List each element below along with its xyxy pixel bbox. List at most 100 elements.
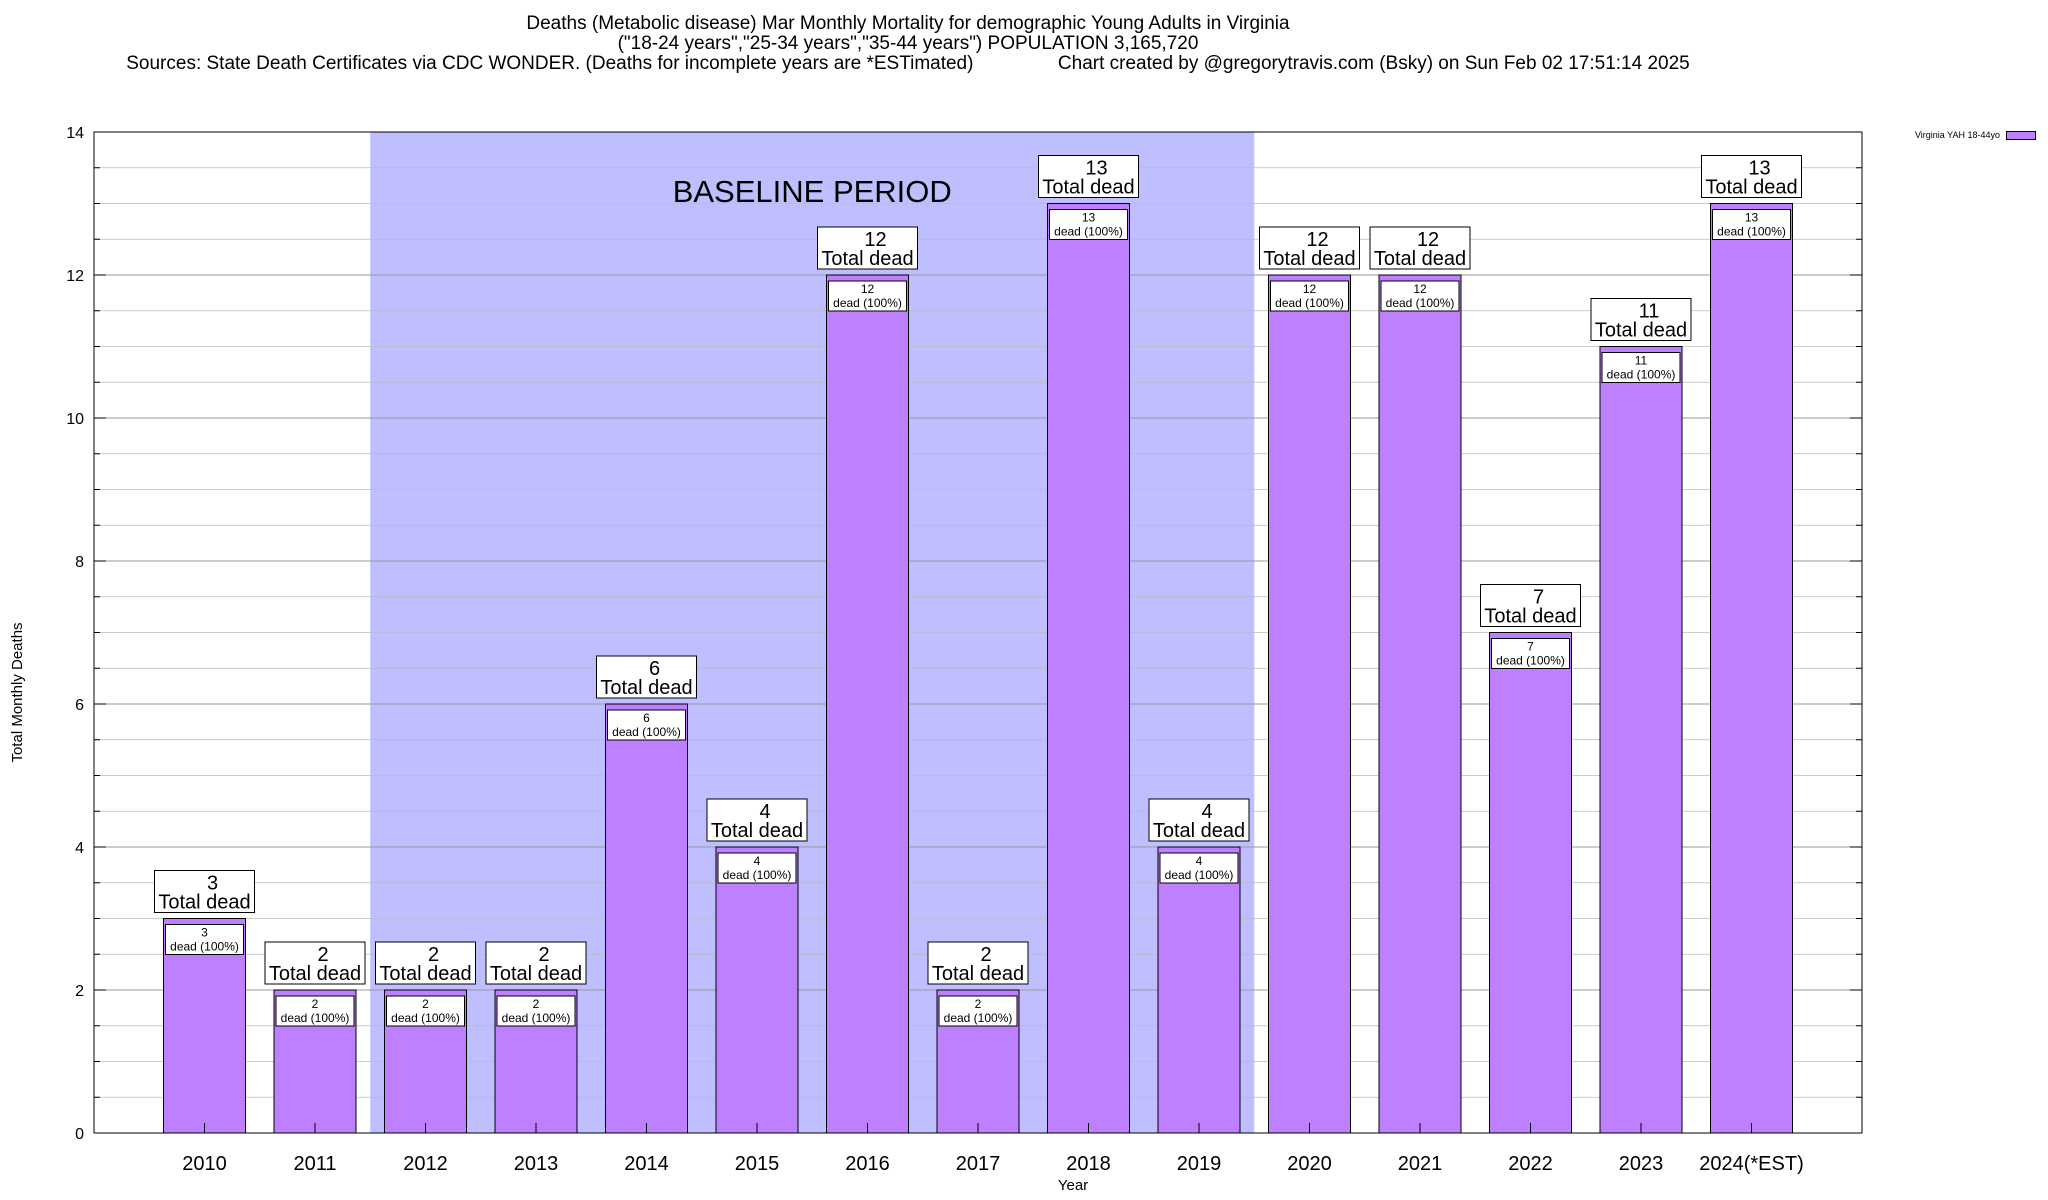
bar-total-count: 2 [317, 944, 328, 966]
bar-inner-label-box [386, 995, 465, 1027]
x-tick-label: 2010 [182, 1153, 227, 1175]
bar-total-count: 4 [759, 801, 770, 823]
y-tick-label: 10 [66, 411, 84, 428]
bar-total-label-box [1590, 298, 1692, 341]
y-tick-label: 6 [75, 697, 84, 714]
bar-total-label: Total dead [158, 892, 250, 914]
bar-inner-label: dead (100%) [281, 1011, 350, 1025]
bar-inner-count: 11 [1635, 354, 1648, 368]
bar-inner-count: 13 [1082, 211, 1096, 225]
bar-inner-count: 2 [533, 997, 540, 1011]
bar-inner-label-box [1380, 280, 1460, 312]
x-tick-label: 2024(*EST) [1699, 1153, 1804, 1175]
bar-inner-label-box [717, 852, 797, 884]
bar-total-label-box [1369, 226, 1471, 270]
bar-inner-label: dead (100%) [833, 296, 902, 310]
chart-title: Deaths (Metabolic disease) Mar Monthly M… [526, 13, 1290, 34]
bar-inner-label-box [165, 924, 244, 955]
x-tick-label: 2016 [845, 1153, 890, 1175]
x-tick-label: 2013 [514, 1153, 559, 1175]
bar [1599, 346, 1683, 1134]
bar-inner-label: dead (100%) [944, 1011, 1013, 1025]
bar-total-label-box [1148, 798, 1250, 842]
bar-total-label: Total dead [1484, 606, 1576, 628]
x-tick-label: 2017 [956, 1153, 1001, 1175]
legend-swatch [2006, 130, 2036, 140]
y-tick-label: 4 [75, 840, 84, 857]
bar-inner-label-box [938, 995, 1018, 1027]
y-tick-label: 14 [66, 125, 84, 142]
bar-total-label: Total dead [1595, 320, 1687, 342]
chart-subtitle: ("18-24 years","25-34 years","35-44 year… [617, 33, 1199, 54]
bar-total-label-box [817, 226, 918, 270]
bar-inner-label-box [496, 995, 576, 1027]
x-tick-label: 2014 [624, 1153, 669, 1175]
bar-inner-label: dead (100%) [1275, 296, 1344, 310]
bar-inner-label-box [1712, 209, 1791, 240]
bar-inner-count: 12 [1413, 282, 1427, 296]
bar-total-label: Total dead [1042, 177, 1134, 199]
bar-total-label: Total dead [1263, 248, 1355, 270]
bar-inner-label: dead (100%) [1386, 296, 1455, 310]
bar-total-label: Total dead [269, 963, 361, 985]
bar-inner-label-box [1049, 209, 1128, 240]
bar-total-label: Total dead [1153, 820, 1245, 842]
bar-total-count: 12 [1306, 229, 1328, 251]
bar [1378, 274, 1462, 1134]
bar-total-label: Total dead [932, 963, 1024, 985]
bar-inner-label-box [828, 280, 907, 312]
x-tick-label: 2023 [1619, 1153, 1664, 1175]
bar-inner-label: dead (100%) [723, 868, 792, 882]
bar-total-count: 11 [1639, 301, 1660, 323]
y-tick-label: 2 [75, 983, 84, 1000]
bar-inner-label: dead (100%) [502, 1011, 571, 1025]
bar-inner-count: 4 [1196, 854, 1203, 868]
x-tick-label: 2020 [1287, 1153, 1332, 1175]
bar-total-count: 6 [649, 658, 660, 680]
bar-inner-label: dead (100%) [1496, 654, 1565, 668]
bar-inner-label: dead (100%) [1717, 225, 1786, 239]
bar-total-count: 12 [1417, 229, 1439, 251]
bar-total-label-box [375, 941, 476, 985]
bar-inner-label-box [607, 709, 686, 741]
bar-total-label: Total dead [1374, 248, 1466, 270]
chart-legend: Virginia YAH 18-44yo [1915, 130, 2036, 140]
bar-inner-count: 2 [422, 997, 429, 1011]
bar-inner-label-box [1159, 852, 1239, 884]
bar-total-label-box [485, 941, 587, 985]
bar-total-label: Total dead [490, 963, 582, 985]
bar-inner-label: dead (100%) [1607, 368, 1676, 382]
bar-total-label: Total dead [379, 963, 471, 985]
x-tick-label: 2022 [1508, 1153, 1553, 1175]
bar-total-label-box [927, 941, 1029, 985]
bar [715, 846, 799, 1134]
bar-inner-label-box [1601, 352, 1681, 383]
legend-label: Virginia YAH 18-44yo [1914, 130, 2000, 140]
bar-inner-label-box [275, 995, 355, 1027]
x-tick-label: 2018 [1066, 1153, 1111, 1175]
chart-source-line: Sources: State Death Certificates via CD… [126, 53, 1690, 74]
chart-title-block: Deaths (Metabolic disease) Mar Monthly M… [0, 14, 1816, 74]
bar-total-label-box [264, 941, 366, 985]
x-axis-label: Year [1058, 1177, 1088, 1194]
bar-total-count: 7 [1533, 587, 1544, 609]
bar [1268, 274, 1351, 1134]
bar-inner-count: 6 [643, 711, 650, 725]
y-tick-label: 8 [75, 554, 84, 571]
x-tick-label: 2021 [1398, 1153, 1443, 1175]
plot-frame [93, 131, 1863, 1134]
bar-inner-count: 2 [312, 997, 319, 1011]
bar-total-label: Total dead [711, 820, 803, 842]
bar-total-count: 13 [1085, 158, 1107, 180]
bar-total-count: 2 [428, 944, 439, 966]
bar [605, 703, 688, 1134]
bar [1710, 203, 1793, 1134]
x-tick-label: 2012 [403, 1153, 448, 1175]
bar-inner-count: 13 [1745, 211, 1759, 225]
bar-total-label-box [1038, 155, 1139, 198]
bar [1157, 846, 1241, 1134]
bar-total-count: 2 [980, 944, 991, 966]
bar-inner-count: 3 [201, 926, 208, 940]
bar-inner-label: dead (100%) [170, 940, 239, 954]
